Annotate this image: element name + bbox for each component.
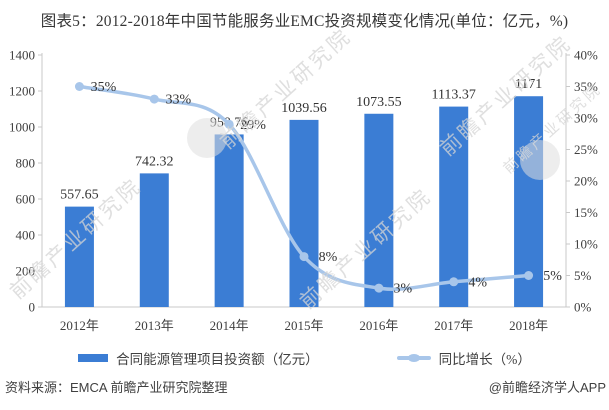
right-axis-tick-label: 35% xyxy=(574,79,598,94)
x-axis-label-2016年: 2016年 xyxy=(359,318,398,333)
combo-chart: 0 200 400 600 800 1000 1200 1400 0% 5% 10% 15% 20% 25… xyxy=(9,48,598,334)
right-axis-tick-label: 40% xyxy=(574,48,598,63)
x-axis-label-2018年: 2018年 xyxy=(509,318,548,333)
legend-label-investment: 合同能源管理项目投资额（亿元） xyxy=(116,352,319,367)
right-axis-tick-label: 0% xyxy=(574,300,592,315)
legend-item-growth: 同比增长（%） xyxy=(396,348,531,368)
chart-title: 图表5：2012-2018年中国节能服务业EMC投资规模变化情况(单位：亿元，%… xyxy=(40,13,569,30)
line-label-2013年: 33% xyxy=(165,93,191,108)
left-axis-tick-label: 0 xyxy=(29,300,36,315)
right-axis-tick-label: 25% xyxy=(574,142,598,157)
bar-2012年 xyxy=(64,206,94,307)
bar-2016年 xyxy=(364,113,394,307)
bar-label-2015年: 1039.56 xyxy=(281,101,327,116)
legend-item-investment: 合同能源管理项目投资额（亿元） xyxy=(78,348,319,368)
bar-2013年 xyxy=(139,173,169,307)
right-axis-tick-label: 30% xyxy=(574,111,598,126)
bar-2015年 xyxy=(289,119,319,307)
left-axis-tick-label: 1000 xyxy=(9,120,35,135)
line-label-2012年: 35% xyxy=(91,80,117,95)
data-source: 资料来源：EMCA 前瞻产业研究院整理 xyxy=(5,380,228,395)
line-point-2016年 xyxy=(374,283,384,293)
line-point-2014年 xyxy=(224,119,234,129)
left-axis-tick-label: 400 xyxy=(16,228,36,243)
x-axis-label-2017年: 2017年 xyxy=(434,318,473,333)
line-point-2013年 xyxy=(149,94,159,104)
x-axis-label-2013年: 2013年 xyxy=(135,318,174,333)
line-label-2017年: 4% xyxy=(468,275,487,290)
bar-label-2017年: 1113.37 xyxy=(431,88,475,103)
x-axis-label-2014年: 2014年 xyxy=(210,318,249,333)
left-axis-tick-label: 800 xyxy=(16,156,36,171)
right-axis-tick-label: 15% xyxy=(574,205,598,220)
bar-label-2013年: 742.32 xyxy=(135,154,174,169)
line-series-marker xyxy=(407,354,420,362)
right-axis-tick-label: 10% xyxy=(574,237,598,252)
legend-label-growth: 同比增长（%） xyxy=(438,352,531,367)
line-point-2018年 xyxy=(524,271,534,280)
left-axis-tick-label: 600 xyxy=(16,192,36,207)
bar-2017年 xyxy=(439,106,469,307)
x-axis-label-2015年: 2015年 xyxy=(284,318,323,333)
line-series-swatch xyxy=(396,354,431,362)
left-axis-tick-label: 1400 xyxy=(9,48,35,63)
line-label-2015年: 8% xyxy=(319,250,338,265)
chart-legend: 合同能源管理项目投资额（亿元） 同比增长（%） xyxy=(0,348,609,368)
bar-2014年 xyxy=(214,134,244,307)
line-label-2016年: 3% xyxy=(394,282,413,297)
line-label-2014年: 29% xyxy=(240,118,266,133)
x-axis-label-2012年: 2012年 xyxy=(60,318,99,333)
left-axis-tick-label: 200 xyxy=(16,264,36,279)
bar-label-2018年: 1171 xyxy=(515,77,542,92)
line-point-2015年 xyxy=(299,252,309,262)
line-label-2018年: 5% xyxy=(543,269,562,284)
attribution: @前瞻经济学人APP xyxy=(488,380,606,395)
line-point-2017年 xyxy=(449,277,459,287)
bar-label-2012年: 557.65 xyxy=(60,188,99,203)
right-axis-tick-label: 20% xyxy=(574,174,598,189)
bar-label-2016年: 1073.55 xyxy=(356,95,402,110)
right-axis-tick-label: 5% xyxy=(574,268,592,283)
bar-series-swatch xyxy=(78,354,109,362)
left-axis-tick-label: 1200 xyxy=(9,84,35,99)
line-point-2012年 xyxy=(74,82,84,91)
chart-footer: 资料来源：EMCA 前瞻产业研究院整理 @前瞻经济学人APP xyxy=(5,377,606,396)
